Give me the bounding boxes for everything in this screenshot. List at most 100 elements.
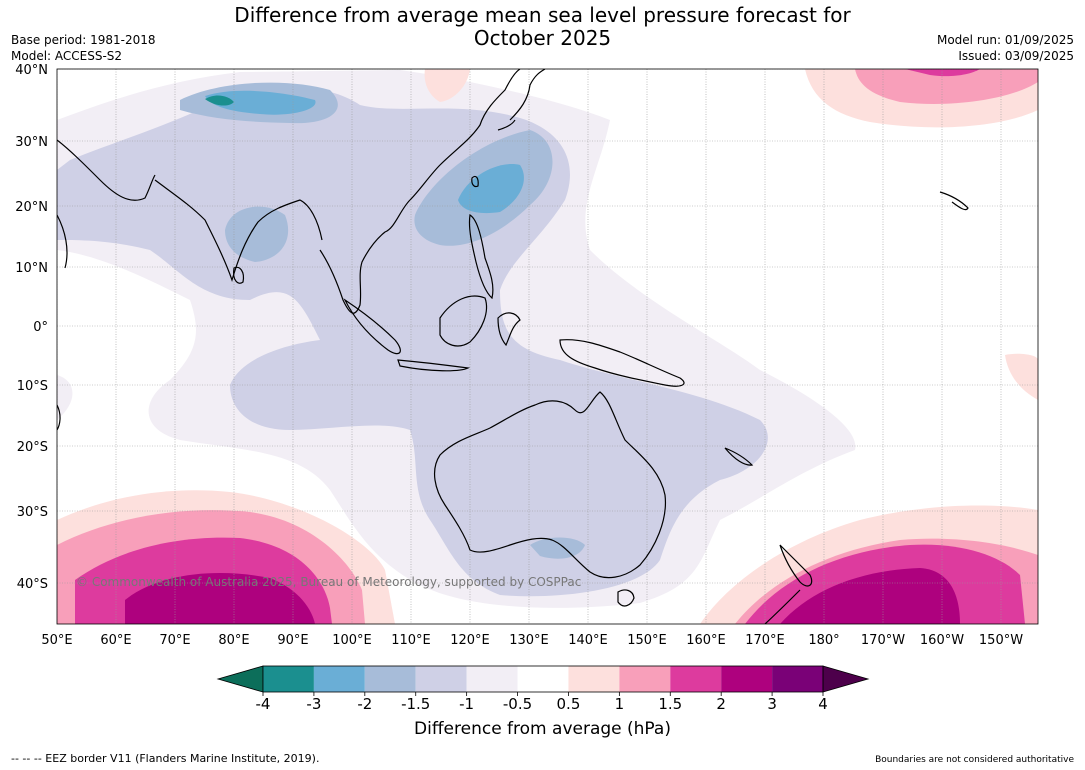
coast-sri-lanka bbox=[233, 266, 245, 284]
lat-label: 40°N bbox=[15, 63, 48, 78]
colorbar-tick-label: 4 bbox=[818, 695, 828, 713]
lon-label: 70°E bbox=[159, 633, 190, 648]
coast-africa bbox=[57, 214, 68, 269]
coast-new-guinea bbox=[559, 339, 685, 387]
colorbar-tick-label: -2 bbox=[357, 695, 372, 713]
boundaries-disclaimer: Boundaries are not considered authoritat… bbox=[875, 755, 1074, 765]
colorbar-over-arrow bbox=[822, 665, 870, 693]
coast-japan bbox=[497, 69, 546, 131]
lon-label: 100°E bbox=[332, 633, 372, 648]
lon-label: 120°E bbox=[450, 633, 490, 648]
anomaly-area-minus-2-himalaya bbox=[205, 90, 316, 115]
lat-label: 0° bbox=[33, 320, 48, 335]
graticule bbox=[57, 69, 1038, 624]
lat-label: 20°N bbox=[15, 200, 48, 215]
title-line-2: October 2025 bbox=[473, 26, 612, 50]
lon-label: 140°E bbox=[568, 633, 608, 648]
coast-philippines bbox=[468, 214, 494, 300]
anomaly-area-plus-0.5-south-pacific bbox=[1005, 353, 1038, 400]
lon-label: 50°E bbox=[41, 633, 72, 648]
coast-madagascar bbox=[57, 404, 61, 431]
colorbar-swatch bbox=[721, 666, 773, 692]
coast-hawaii bbox=[939, 191, 969, 211]
copyright-watermark: © Commonwealth of Australia 2025, Bureau… bbox=[76, 575, 581, 589]
coast-new-zealand-north bbox=[779, 544, 813, 587]
coast-australia bbox=[433, 391, 667, 579]
colorbar-tick-label: 2 bbox=[716, 695, 726, 713]
model-run: Model run: 01/09/2025 bbox=[936, 33, 1074, 47]
anomaly-area-plus-1.5-north-pacific bbox=[905, 69, 980, 77]
colorbar-tick-label: -3 bbox=[306, 695, 321, 713]
lat-label: 10°S bbox=[17, 379, 48, 394]
base-period: Base period: 1981-2018 bbox=[11, 33, 156, 47]
coast-indochina-malaya bbox=[319, 69, 521, 314]
lat-label: 30°N bbox=[15, 135, 48, 150]
anomaly-area-plus-1-north-pacific bbox=[855, 69, 1038, 104]
anomaly-area-plus-2-southern-indian bbox=[125, 573, 315, 624]
colorbar-swatch bbox=[517, 666, 569, 692]
lon-label: 180° bbox=[808, 633, 839, 648]
lat-label: 30°S bbox=[17, 505, 48, 520]
colorbar-tick-label: -0.5 bbox=[503, 695, 532, 713]
lon-label: 150°E bbox=[627, 633, 667, 648]
colorbar-frame bbox=[262, 665, 824, 693]
map-frame bbox=[56, 68, 1039, 625]
colorbar-swatch bbox=[568, 666, 620, 692]
model-name: Model: ACCESS-S2 bbox=[11, 49, 123, 63]
colorbar-swatch bbox=[670, 666, 722, 692]
lon-label: 60°E bbox=[100, 633, 131, 648]
colorbar-swatch bbox=[415, 666, 467, 692]
lon-label: 160°E bbox=[686, 633, 726, 648]
map-title: Difference from average mean sea level p… bbox=[0, 4, 1085, 50]
colorbar-tick-label: 3 bbox=[767, 695, 777, 713]
colorbar-tick-label: -4 bbox=[256, 695, 271, 713]
coast-new-caledonia bbox=[724, 447, 754, 466]
colorbar-under-arrow bbox=[216, 665, 264, 693]
anomaly-area-plus-2-tasman bbox=[780, 568, 960, 624]
coast-borneo bbox=[439, 295, 488, 347]
colorbar-swatch bbox=[466, 666, 518, 692]
lat-label: 20°S bbox=[17, 440, 48, 455]
colorbar-swatch bbox=[619, 666, 671, 692]
eez-legend-note: -- -- -- EEZ border V11 (Flanders Marine… bbox=[11, 752, 320, 765]
colorbar: -4 -3 -2 -1.5 -1 -0.5 0.5 1 1.5 2 3 4 bbox=[216, 665, 870, 713]
lon-label: 170°E bbox=[745, 633, 785, 648]
lon-label: 80°E bbox=[218, 633, 249, 648]
coast-sulawesi bbox=[497, 312, 521, 347]
colorbar-title: Difference from average (hPa) bbox=[414, 719, 671, 739]
anomaly-area-minus-3 bbox=[205, 95, 234, 106]
coast-india bbox=[154, 179, 323, 282]
meta-right: Model run: 01/09/2025 Issued: 03/09/2025 bbox=[937, 32, 1074, 64]
coast-sumatra bbox=[343, 298, 401, 355]
coastlines bbox=[57, 69, 969, 624]
colorbar-swatch bbox=[772, 666, 823, 692]
colorbar-swatch bbox=[263, 666, 314, 692]
title-line-1: Difference from average mean sea level p… bbox=[234, 3, 851, 27]
anomaly-area-plus-0.5-china bbox=[424, 69, 470, 102]
lat-label: 40°S bbox=[17, 577, 48, 592]
lon-label: 160°W bbox=[920, 633, 964, 648]
lat-label: 10°N bbox=[15, 261, 48, 276]
latitude-labels: 40°N 30°N 20°N 10°N 0° 10°S 20°S 30°S 40… bbox=[15, 63, 48, 592]
issued-date: Issued: 03/09/2025 bbox=[958, 49, 1074, 63]
colorbar-tick-label: -1 bbox=[459, 695, 474, 713]
anomaly-area-minus-0.5-east bbox=[57, 375, 73, 420]
anomaly-area-minus-2-philippine-sea bbox=[458, 164, 524, 214]
colorbar-tick-label: -1.5 bbox=[401, 695, 430, 713]
colorbar-tick-label: 1 bbox=[615, 695, 625, 713]
map-panel: © Commonwealth of Australia 2025, Bureau… bbox=[57, 69, 1038, 624]
colorbar-swatch bbox=[313, 666, 365, 692]
lon-label: 110°E bbox=[391, 633, 431, 648]
coast-arabia bbox=[57, 139, 156, 201]
anomaly-area-minus-1.5-bay-of-bengal bbox=[225, 206, 289, 262]
lon-label: 130°E bbox=[509, 633, 549, 648]
coast-taiwan bbox=[471, 175, 479, 188]
colorbar-tick-label: 0.5 bbox=[557, 695, 581, 713]
longitude-labels: 50°E 60°E 70°E 80°E 90°E 100°E 110°E 120°E 130°E… bbox=[41, 633, 1023, 648]
coast-java bbox=[397, 359, 471, 372]
colorbar-swatch bbox=[364, 666, 416, 692]
coast-new-zealand-south bbox=[764, 589, 801, 624]
meta-left: Base period: 1981-2018 Model: ACCESS-S2 bbox=[11, 32, 156, 64]
colorbar-tick-label: 1.5 bbox=[658, 695, 682, 713]
